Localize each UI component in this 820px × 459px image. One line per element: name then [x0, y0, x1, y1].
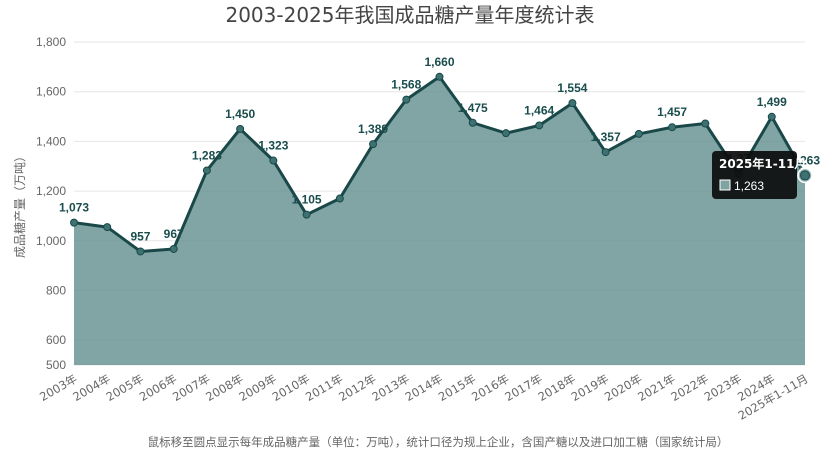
x-tick-2007年: 2007年 [170, 371, 212, 404]
x-tick-2021年: 2021年 [635, 371, 677, 404]
chart-caption: 鼠标移至圆点显示每年成品糖产量（单位：万吨），统计口径为规上企业，含国产糖以及进… [148, 435, 729, 449]
x-tick-2015年: 2015年 [436, 371, 478, 404]
data-label-2006年: 967 [164, 227, 184, 241]
x-tick-2017年: 2017年 [502, 371, 544, 404]
tooltip-title: 2025年1-11月 [719, 156, 806, 171]
x-tick-2008年: 2008年 [203, 371, 245, 404]
y-tick-1400: 1,400 [36, 134, 66, 148]
data-label-2024年: 1,499 [757, 95, 787, 109]
x-tick-2023年: 2023年 [702, 371, 744, 404]
tooltip: 2025年1-11月 1,263 [712, 151, 806, 199]
data-label-2012年: 1,389 [358, 122, 388, 136]
data-point-2018年[interactable] [568, 99, 577, 108]
y-axis-ticks: 500 600 800 1,000 1,200 1,400 1,600 1,800 [36, 35, 66, 372]
data-point-2014年[interactable] [435, 72, 444, 81]
x-tick-2020年: 2020年 [602, 371, 644, 404]
y-tick-500: 500 [46, 358, 66, 372]
y-tick-1200: 1,200 [36, 184, 66, 198]
data-label-2009年: 1,323 [258, 139, 288, 153]
x-tick-2009年: 2009年 [237, 371, 279, 404]
tooltip-value: 1,263 [734, 179, 764, 193]
y-tick-800: 800 [46, 283, 66, 297]
data-label-2021年: 1,457 [657, 105, 687, 119]
x-tick-2011年: 2011年 [303, 371, 345, 404]
x-tick-2010年: 2010年 [270, 371, 312, 404]
tooltip-box [712, 151, 797, 199]
y-axis-label: 成品糖产量（万吨） [12, 150, 27, 258]
data-point-2025年1-11月[interactable] [800, 170, 810, 181]
data-point-2010年[interactable] [302, 210, 311, 219]
x-tick-2013年: 2013年 [369, 371, 411, 404]
data-label-2025年1-11月: 1,263 [790, 153, 820, 167]
data-label-2017年: 1,464 [524, 103, 554, 117]
y-tick-600: 600 [46, 333, 66, 347]
y-tick-1000: 1,000 [36, 234, 66, 248]
x-tick-2016年: 2016年 [469, 371, 511, 404]
data-label-2019年: 1,357 [591, 130, 621, 144]
data-point-2003年[interactable] [70, 218, 78, 227]
data-point-2009年[interactable] [269, 156, 278, 165]
x-tick-2004年: 2004年 [70, 371, 112, 404]
area-series [73, 75, 807, 365]
data-point-2021年[interactable] [668, 123, 677, 132]
x-tick-2005年: 2005年 [104, 371, 146, 404]
data-label-2014年: 1,660 [424, 55, 454, 69]
data-label-2013年: 1,568 [391, 78, 421, 92]
data-label-2005年: 957 [130, 229, 150, 243]
x-tick-2006年: 2006年 [137, 371, 179, 404]
data-label-2003年: 1,073 [59, 201, 89, 215]
x-tick-2018年: 2018年 [536, 371, 578, 404]
y-tick-1600: 1,600 [36, 85, 66, 99]
data-point-2015年[interactable] [468, 118, 477, 127]
data-point-2008年[interactable] [236, 124, 245, 133]
x-tick-2012年: 2012年 [336, 371, 378, 404]
x-tick-2019年: 2019年 [569, 371, 611, 404]
data-point-2013年[interactable] [402, 95, 411, 104]
data-point-2017年[interactable] [535, 121, 544, 130]
area-fill [74, 76, 805, 365]
data-point-2022年[interactable] [701, 119, 710, 128]
data-point-2007年[interactable] [202, 166, 211, 175]
data-label-2008年: 1,450 [225, 107, 255, 121]
data-point-2004年[interactable] [103, 223, 112, 232]
x-axis-ticks: 2003年2004年2005年2006年2007年2008年2009年2010年… [37, 371, 810, 422]
tooltip-swatch [719, 179, 731, 191]
data-point-2020年[interactable] [634, 129, 643, 138]
data-point-2006年[interactable] [169, 244, 178, 253]
data-point-2024年[interactable] [767, 112, 776, 121]
data-point-2011年[interactable] [335, 194, 344, 203]
data-point-2019年[interactable] [601, 148, 610, 157]
data-point-2012年[interactable] [369, 140, 378, 149]
chart-title: 2003-2025年我国成品糖产量年度统计表 [225, 3, 594, 27]
data-label-2018年: 1,554 [557, 81, 587, 95]
y-tick-1800: 1,800 [36, 35, 66, 49]
data-point-2016年[interactable] [501, 129, 510, 138]
x-tick-2014年: 2014年 [403, 371, 445, 404]
x-tick-2003年: 2003年 [37, 371, 79, 404]
x-tick-2022年: 2022年 [669, 371, 711, 404]
data-label-2010年: 1,105 [292, 193, 322, 207]
data-label-2015年: 1,475 [458, 101, 488, 115]
data-label-2007年: 1,283 [192, 148, 222, 162]
data-point-2005年[interactable] [136, 247, 145, 256]
